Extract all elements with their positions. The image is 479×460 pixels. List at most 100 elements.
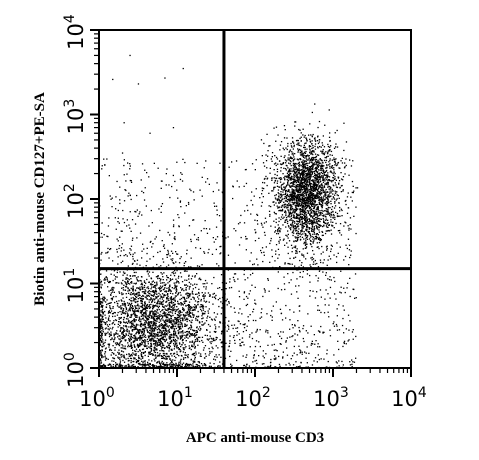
event-dot	[178, 363, 180, 365]
event-dot	[162, 352, 164, 355]
event-dot	[145, 314, 147, 316]
event-dot	[175, 357, 177, 359]
event-dot	[335, 199, 337, 201]
event-dot	[316, 184, 318, 186]
event-dot	[110, 273, 112, 275]
event-dot	[294, 222, 296, 224]
event-dot	[179, 318, 181, 320]
event-dot	[333, 198, 336, 200]
event-dot	[190, 307, 193, 309]
event-dot	[127, 282, 129, 285]
event-dot	[148, 359, 150, 361]
event-dot	[279, 230, 281, 232]
event-dot	[285, 214, 287, 217]
event-dot	[317, 223, 319, 225]
event-dot	[302, 226, 304, 228]
event-dot	[130, 334, 132, 336]
event-dot	[170, 250, 173, 252]
event-dot	[293, 189, 295, 192]
event-dot	[334, 176, 336, 178]
event-dot	[134, 327, 137, 330]
event-dot	[271, 179, 273, 181]
event-dot	[298, 181, 300, 183]
event-dot	[114, 337, 116, 339]
event-dot	[333, 227, 335, 229]
event-dot	[221, 331, 223, 333]
event-dot	[327, 196, 329, 198]
event-dot	[132, 349, 134, 351]
event-dot	[290, 229, 292, 231]
event-dot	[313, 198, 315, 200]
event-dot	[331, 165, 334, 167]
event-dot	[141, 343, 143, 346]
event-dot	[300, 161, 303, 163]
event-dot	[145, 322, 148, 324]
event-dot	[302, 193, 304, 196]
event-dot	[320, 214, 322, 216]
event-dot	[314, 181, 316, 183]
event-dot	[294, 265, 296, 267]
event-dot	[159, 287, 161, 290]
event-dot	[303, 199, 305, 202]
event-dot	[295, 240, 298, 242]
event-dot	[124, 313, 126, 315]
event-dot	[296, 240, 299, 242]
event-dot	[322, 198, 324, 201]
event-dot	[193, 334, 195, 336]
event-dot	[296, 175, 298, 177]
event-dot	[161, 309, 163, 312]
event-dot	[299, 221, 301, 223]
event-dot	[314, 177, 316, 179]
event-dot	[336, 146, 339, 148]
event-dot	[291, 175, 293, 177]
event-dot	[298, 218, 300, 220]
event-dot	[143, 360, 145, 362]
event-dot	[331, 214, 333, 216]
event-dot	[287, 273, 289, 275]
event-dot	[169, 365, 171, 367]
event-dot	[187, 307, 189, 309]
event-dot	[157, 295, 159, 298]
event-dot	[142, 361, 144, 363]
event-dot	[301, 161, 303, 163]
event-dot	[109, 334, 111, 336]
event-dot	[130, 287, 132, 289]
event-dot	[194, 355, 196, 357]
event-dot	[321, 172, 324, 175]
event-dot	[130, 342, 132, 344]
event-dot	[323, 178, 325, 180]
event-dot	[104, 355, 106, 357]
event-dot	[280, 210, 282, 212]
event-dot	[134, 335, 136, 337]
event-dot	[168, 287, 170, 289]
event-dot	[326, 201, 328, 203]
event-dot	[130, 347, 133, 349]
event-dot	[102, 341, 104, 343]
event-dot	[302, 225, 304, 227]
event-dot	[187, 285, 189, 287]
event-dot	[314, 202, 316, 204]
event-dot	[169, 308, 171, 310]
event-dot	[202, 341, 204, 343]
event-dot	[153, 292, 156, 294]
event-dot	[131, 353, 133, 356]
event-dot	[314, 156, 317, 158]
event-dot	[122, 279, 124, 282]
event-dot	[148, 301, 150, 303]
event-dot	[308, 146, 310, 148]
event-dot	[170, 279, 172, 281]
event-dot	[182, 348, 185, 350]
event-dot	[176, 285, 178, 287]
event-dot	[100, 318, 102, 320]
event-dot	[320, 184, 322, 186]
event-dot	[321, 191, 323, 194]
event-dot	[196, 330, 198, 332]
event-dot	[162, 312, 164, 315]
event-dot	[287, 207, 289, 209]
event-dot	[305, 241, 307, 243]
event-dot	[324, 156, 326, 159]
event-dot	[132, 289, 134, 291]
event-dot	[309, 236, 312, 238]
event-dot	[315, 179, 317, 182]
event-dot	[152, 255, 155, 258]
